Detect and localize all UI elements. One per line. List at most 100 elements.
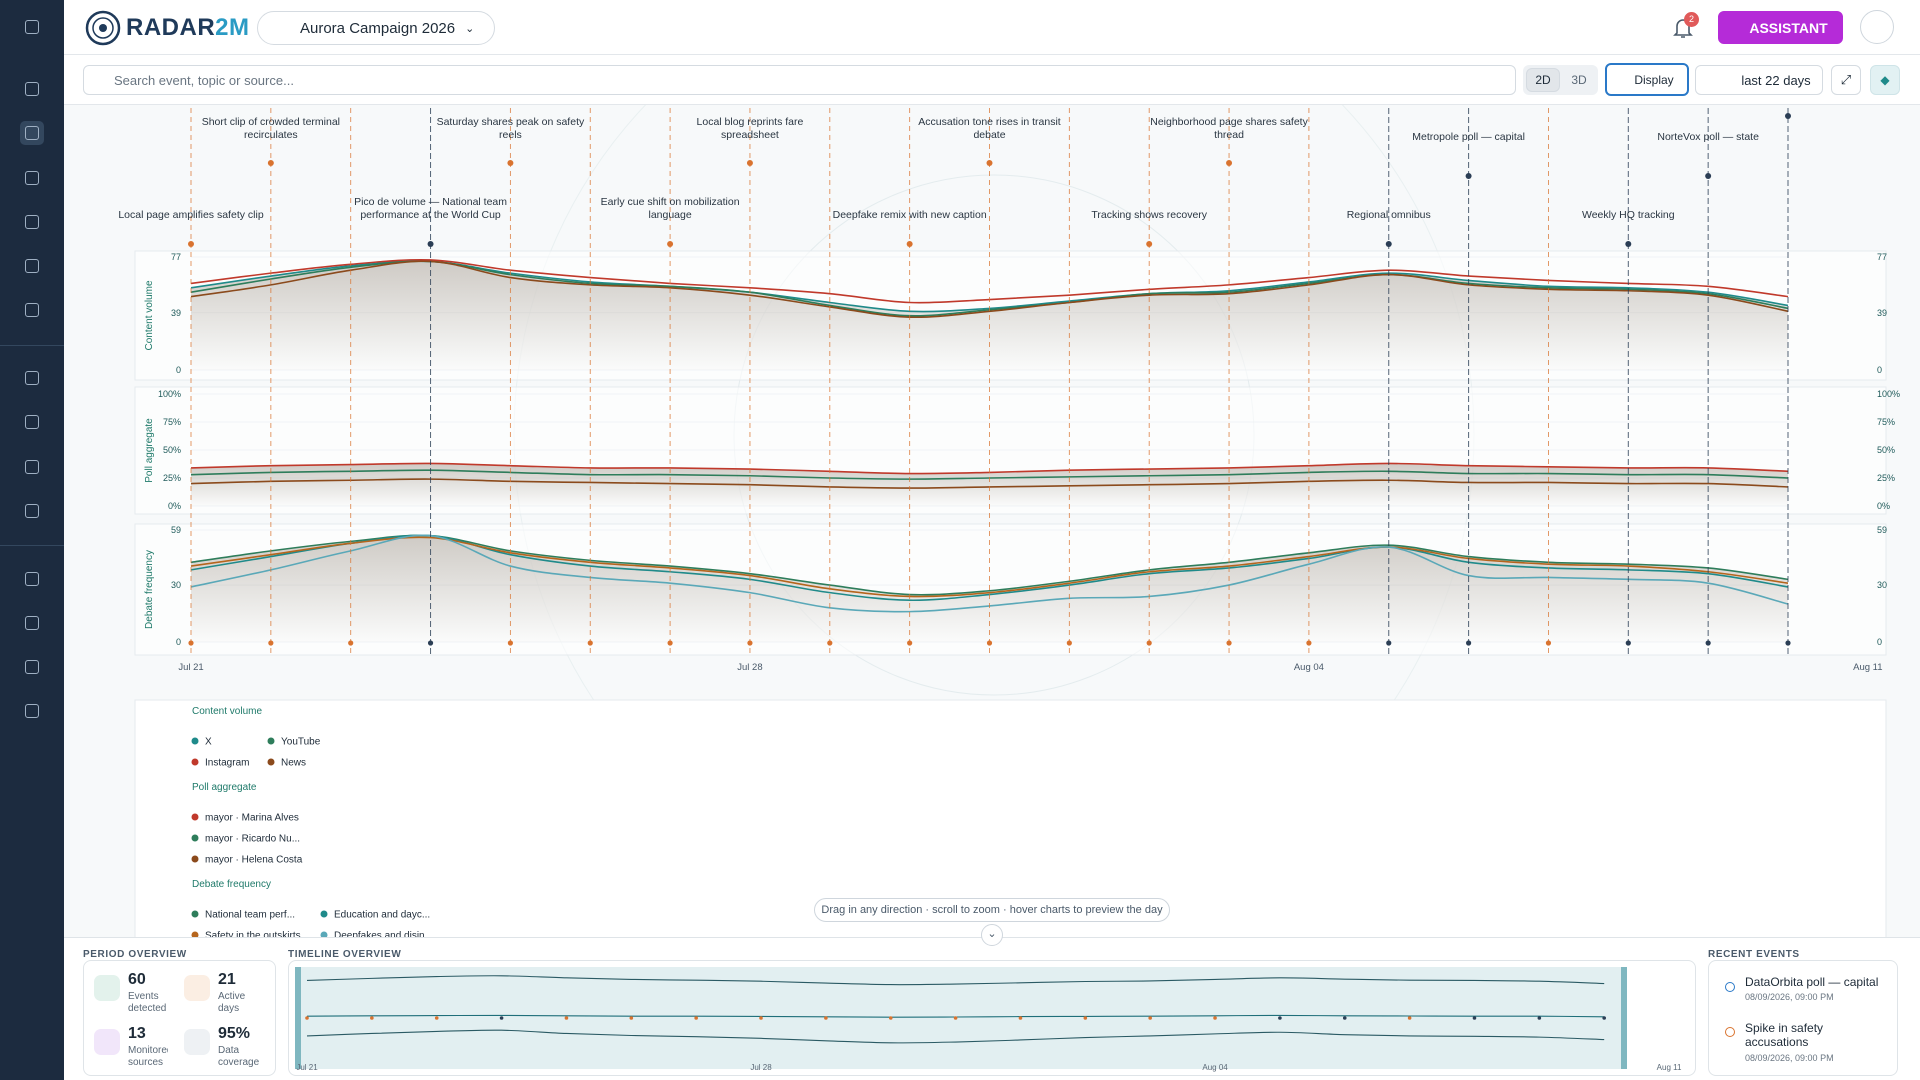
event-dot[interactable] [907,640,913,646]
legend-swatch[interactable] [191,813,199,821]
event-marker[interactable] [746,160,753,166]
legend-swatch[interactable] [191,758,199,766]
event-dot[interactable] [1466,640,1472,646]
assistant-button[interactable]: ASSISTANT [1718,11,1843,44]
event-dot[interactable] [507,640,513,646]
brush-handle[interactable] [295,967,301,1069]
view-3d[interactable]: 3D [1571,73,1587,87]
search-input[interactable]: Search event, topic or source... [83,65,1516,95]
nav-users[interactable] [20,699,44,723]
nav-flows[interactable] [20,567,44,591]
event-dot[interactable] [1226,640,1232,646]
mini-timeline[interactable]: Jul 21 Jul 28 Aug 04 Aug 11 [289,961,1695,1075]
legend-label[interactable]: Safety in the outskirts [205,931,301,938]
nav-reports[interactable] [20,366,44,390]
nav-analytics[interactable] [20,499,44,523]
event-dot[interactable] [827,640,833,646]
legend-swatch[interactable] [320,931,328,938]
sidebar-toggle[interactable] [20,15,44,39]
event-marker[interactable] [1385,241,1392,247]
event-marker[interactable] [267,160,274,166]
expand-button[interactable]: ⤢ [1831,65,1861,95]
legend-swatch[interactable] [191,855,199,863]
event-label[interactable]: Local page amplifies safety clip [118,209,263,221]
legend-swatch[interactable] [191,910,199,918]
event-marker[interactable] [188,241,194,247]
legend-swatch[interactable] [191,834,199,842]
event-label[interactable]: Weekly HQ tracking [1582,209,1675,221]
event-marker[interactable] [1785,113,1791,119]
event-dot[interactable] [1785,640,1791,646]
event-label[interactable]: Local blog reprints fare spreadsheet [697,116,804,141]
legend-label[interactable]: mayor · Helena Costa [205,855,303,866]
event-label[interactable]: Neighborhood page shares safety thread [1150,116,1308,141]
event-title[interactable]: DataOrbita poll — capital [1745,975,1879,989]
legend-label[interactable]: mayor · Marina Alves [205,813,299,824]
event-marker[interactable] [1146,241,1153,247]
event-dot[interactable] [747,640,753,646]
view-2d[interactable]: 2D [1526,68,1560,92]
display-button[interactable]: Display [1605,63,1689,96]
event-marker[interactable] [507,160,514,166]
event-dot[interactable] [1306,640,1312,646]
timeline-card[interactable]: Jul 21 Jul 28 Aug 04 Aug 11 [288,960,1696,1076]
legend-swatch[interactable] [191,737,199,745]
event-dot[interactable] [1625,640,1631,646]
nav-assistant[interactable] [20,655,44,679]
event-marker[interactable] [1226,160,1233,166]
user-avatar[interactable] [1860,10,1894,44]
event-label[interactable]: NorteVox poll — state [1657,131,1759,143]
event-title[interactable]: Spike in safety accusations [1745,1021,1824,1049]
nav-insights[interactable] [20,166,44,190]
event-marker[interactable] [427,241,434,247]
nav-saved[interactable] [20,410,44,434]
event-label[interactable]: Regional omnibus [1347,209,1431,221]
event-label[interactable]: Short clip of crowded terminal recirculat… [202,116,340,141]
event-label[interactable]: Metropole poll — capital [1412,131,1525,143]
nav-settings[interactable] [20,611,44,635]
legend-swatch[interactable] [191,931,199,938]
legend-label[interactable]: X [205,737,212,748]
nav-sources[interactable] [20,455,44,479]
event-dot[interactable] [1066,640,1072,646]
nav-news[interactable] [20,254,44,278]
legend-swatch[interactable] [320,910,328,918]
legend-swatch[interactable] [267,737,275,745]
campaign-selector[interactable]: Aurora Campaign 2026 ⌄ [257,11,495,45]
legend-label[interactable]: Education and dayc... [334,910,430,921]
event-dot[interactable] [587,640,593,646]
event-dot[interactable] [188,640,194,646]
brush-handle[interactable] [1621,967,1627,1069]
event-dot[interactable] [1705,640,1711,646]
event-marker[interactable] [906,241,913,247]
collapse-button[interactable]: ⌄ [981,924,1003,946]
learn-button[interactable]: ◆ [1870,65,1900,95]
legend-swatch[interactable] [267,758,275,766]
event-dot[interactable] [1146,640,1152,646]
event-dot[interactable] [1386,640,1392,646]
event-label[interactable]: Accusation tone rises in transit debate [918,116,1060,141]
event-marker[interactable] [1705,173,1712,179]
legend-label[interactable]: News [281,758,306,769]
event-label[interactable]: Pico de volume — National team performanc… [354,196,507,221]
event-marker[interactable] [1625,241,1632,247]
event-label[interactable]: Tracking shows recovery [1091,209,1207,221]
event-label[interactable]: Early cue shift on mobilization language [601,196,740,221]
legend-label[interactable]: mayor · Ricardo Nu... [205,834,300,845]
brush[interactable] [295,967,1627,1069]
event-label[interactable]: Saturday shares peak on safety reels [437,116,585,141]
event-dot[interactable] [986,640,993,646]
event-dot[interactable] [348,640,354,646]
timeline-chart[interactable]: Content volume 0 0 39 39 77 77 Poll aggregate 0%… [64,105,1920,937]
range-selector[interactable]: last 22 days [1695,65,1823,95]
legend-label[interactable]: Deepfakes and disin... [334,931,433,938]
legend-label[interactable]: Instagram [205,758,249,769]
legend-label[interactable]: National team perf... [205,910,295,921]
event-marker[interactable] [986,160,993,166]
event-label[interactable]: Deepfake remix with new caption [833,209,987,221]
logo[interactable]: RADAR2M [126,14,250,42]
event-dot[interactable] [427,640,434,646]
nav-overview[interactable] [20,77,44,101]
event-marker[interactable] [667,241,674,247]
nav-messages[interactable] [20,298,44,322]
